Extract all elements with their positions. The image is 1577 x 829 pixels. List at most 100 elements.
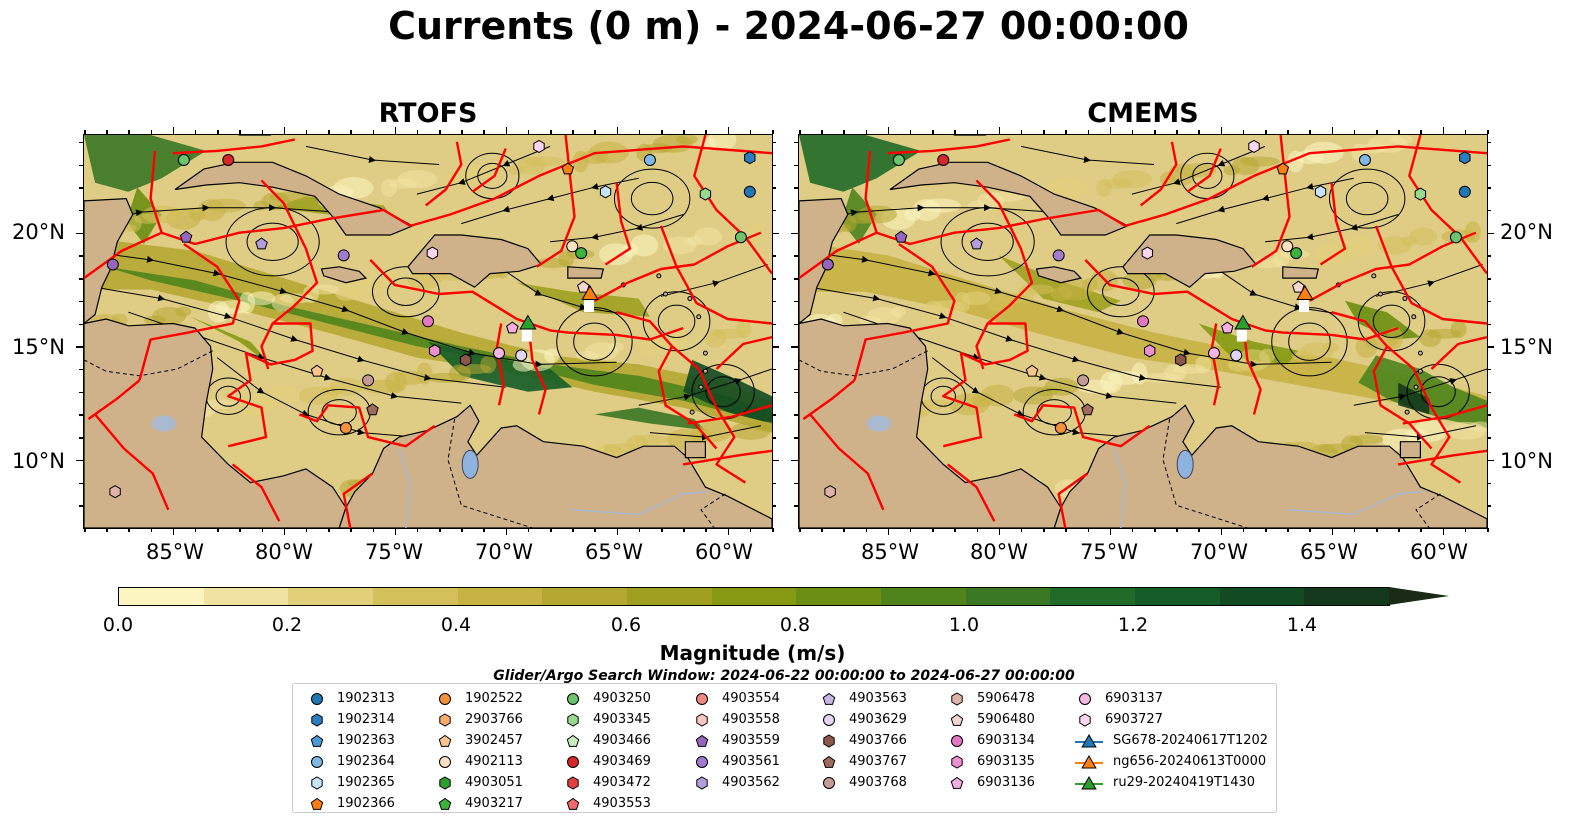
lon-tick <box>505 528 508 535</box>
lon-tick <box>283 127 286 134</box>
island <box>689 409 695 415</box>
lon-tick <box>372 130 375 134</box>
lon-tick <box>799 130 801 134</box>
legend-label: 4903561 <box>722 754 780 769</box>
legend-label: 1902313 <box>337 691 395 706</box>
legend-label: 5906480 <box>977 712 1035 727</box>
lon-tick <box>616 127 619 134</box>
red-track-line <box>1430 336 1487 370</box>
map-canvas-cmems <box>799 135 1487 528</box>
legend-label: 4903563 <box>849 691 907 706</box>
legend-label: ng656-20240613T0000 <box>1113 754 1267 769</box>
legend-item: 4903559 <box>690 730 780 751</box>
eddy-streamline <box>940 207 1035 277</box>
lon-tick <box>172 528 175 535</box>
lon-tick <box>1176 528 1178 532</box>
legend-column: 4903563 4903629 4903766 4903767 4903768 <box>817 688 907 793</box>
float-marker <box>109 485 121 499</box>
lon-tick <box>1464 528 1467 532</box>
lon-tick <box>572 130 574 134</box>
lon-tick-label: 80°W <box>255 540 313 564</box>
legend-item: 6903136 <box>945 772 1035 793</box>
lon-tick <box>1109 528 1112 535</box>
red-track-line <box>87 379 141 420</box>
land-cuba <box>889 161 1129 236</box>
lon-tick <box>328 528 330 532</box>
legend-item: 4903345 <box>561 709 651 730</box>
red-track-line <box>1186 148 1222 193</box>
lon-tick <box>1065 528 1067 532</box>
float-marker <box>366 403 379 416</box>
legend-label: 6903136 <box>977 775 1035 790</box>
lat-tick <box>772 209 776 212</box>
lon-tick <box>1154 528 1156 532</box>
panel-title-cmems: CMEMS <box>1087 98 1199 129</box>
float-marker <box>1077 374 1090 387</box>
island <box>687 296 693 302</box>
legend-item: 6903137 <box>1073 688 1268 709</box>
eddy-streamline <box>246 222 299 261</box>
island <box>1404 409 1410 415</box>
lon-tick <box>1043 130 1045 134</box>
legend-label: 4903345 <box>593 712 651 727</box>
red-track-line <box>1251 135 1291 268</box>
lon-tick <box>217 130 219 134</box>
legend-marker-icon <box>310 797 324 810</box>
map-panel-cmems[interactable] <box>798 134 1488 529</box>
map-panel-rtofs[interactable] <box>83 134 773 529</box>
lon-tick-label: 80°W <box>970 540 1028 564</box>
legend-item: 1902366 <box>305 793 395 814</box>
colorbar-label: Magnitude (m/s) <box>659 641 846 665</box>
red-track-line <box>1013 404 1151 448</box>
float-marker <box>734 231 747 244</box>
streamline <box>505 270 628 315</box>
red-track-line <box>1402 404 1487 425</box>
speed-patch <box>544 348 561 363</box>
legend-item: 1902522 <box>433 688 523 709</box>
legend-label: 4903217 <box>465 796 523 811</box>
float-marker <box>1292 280 1305 293</box>
lon-tick <box>1376 130 1378 134</box>
speed-patch <box>1450 320 1467 339</box>
island <box>1377 291 1383 297</box>
red-track-line <box>809 413 885 511</box>
lat-tick-label: 10°N <box>1500 449 1553 473</box>
speed-band <box>594 407 706 431</box>
float-marker <box>643 153 656 166</box>
speed-patch <box>1390 135 1413 145</box>
eddy-streamline <box>1328 168 1406 229</box>
red-track-line <box>975 179 1034 370</box>
float-marker <box>310 364 324 377</box>
speed-patch <box>1322 341 1339 352</box>
eddy-streamline <box>1288 322 1331 361</box>
float-marker <box>429 344 441 358</box>
lon-tick <box>84 528 86 532</box>
land-puertoRico <box>567 266 605 279</box>
speed-patch <box>205 198 246 213</box>
lat-tick <box>1487 187 1491 189</box>
glider-track-patch <box>1236 329 1247 342</box>
legend-item: 1902365 <box>305 772 395 793</box>
speed-patch <box>333 176 374 199</box>
land-hispaniola <box>407 234 543 288</box>
panel-title-rtofs: RTOFS <box>378 98 478 129</box>
island <box>662 291 668 297</box>
lat-tick <box>772 187 776 189</box>
lon-tick <box>661 130 663 134</box>
lon-tick <box>1287 130 1289 134</box>
lon-tick <box>661 528 663 532</box>
speed-patch <box>980 384 1015 407</box>
lat-tick <box>794 368 798 371</box>
colorbar-tick-label: 0.8 <box>779 614 811 636</box>
eddy-streamline <box>630 181 674 216</box>
legend-label: 2903766 <box>465 712 523 727</box>
lat-tick <box>794 209 798 212</box>
legend-item: 1902314 <box>305 709 395 730</box>
lat-tick <box>1487 414 1491 416</box>
lon-tick <box>1464 130 1467 134</box>
lon-tick <box>483 130 485 134</box>
legend-marker-icon <box>567 692 579 705</box>
legend-item: ng656-20240613T0000 <box>1073 751 1268 772</box>
float-marker <box>1290 247 1303 260</box>
legend-item: 4903629 <box>817 709 907 730</box>
